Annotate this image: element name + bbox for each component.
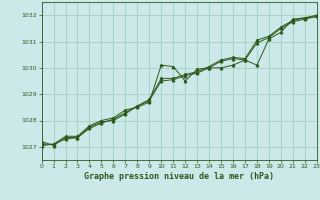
X-axis label: Graphe pression niveau de la mer (hPa): Graphe pression niveau de la mer (hPa) [84, 172, 274, 181]
